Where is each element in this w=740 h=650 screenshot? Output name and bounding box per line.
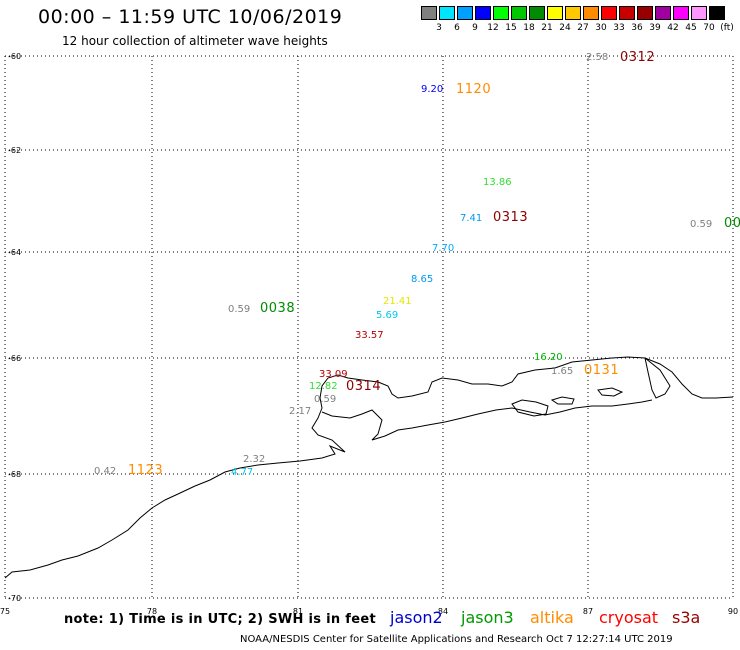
wave-height-value: 5.69	[376, 310, 398, 321]
satellite-legend-item: s3a	[672, 608, 701, 627]
island-outline-1	[511, 399, 549, 417]
scale-swatch	[529, 6, 545, 20]
scale-swatch	[511, 6, 527, 20]
satellite-legend-item: cryosat	[599, 608, 659, 627]
pass-time-label: 0313	[493, 210, 528, 225]
map-subtitle: 12 hour collection of altimeter wave hei…	[62, 34, 328, 48]
lat-label: -66	[8, 354, 21, 363]
lat-label: -70	[8, 594, 21, 603]
lat-label: -64	[8, 248, 21, 257]
scale-swatch	[673, 6, 689, 20]
wave-height-value: 13.86	[483, 177, 512, 188]
lon-label: 90	[728, 607, 738, 616]
scale-tick-label: 45	[685, 23, 697, 33]
scale-swatch	[583, 6, 599, 20]
scale-tick-label: 27	[577, 23, 589, 33]
scale-tick-label: 18	[523, 23, 535, 33]
lon-label: 78	[147, 607, 157, 616]
scale-swatch	[637, 6, 653, 20]
wave-height-value: 7.70	[432, 243, 454, 254]
scale-tick-label: 15	[505, 23, 517, 33]
wave-height-value: 0.59	[690, 219, 712, 230]
lon-label: 84	[438, 607, 448, 616]
scale-tick-label: 36	[631, 23, 643, 33]
pass-time-label: 0312	[620, 50, 655, 65]
scale-tick-label: 30	[595, 23, 607, 33]
scale-tick-label: 39	[649, 23, 661, 33]
scale-swatch	[475, 6, 491, 20]
satellite-legend-item: jason2	[390, 608, 443, 627]
wave-height-value: 8.65	[411, 274, 433, 285]
scale-swatch	[457, 6, 473, 20]
satellite-legend-item: jason3	[461, 608, 514, 627]
scale-tick-label: 42	[667, 23, 679, 33]
scale-swatch	[421, 6, 437, 20]
scale-swatch	[439, 6, 455, 20]
pass-time-label: 1123	[128, 463, 163, 478]
lon-label: 81	[293, 607, 303, 616]
scale-swatch	[601, 6, 617, 20]
wave-height-value: 1.65	[551, 366, 573, 377]
scale-swatch	[709, 6, 725, 20]
scale-tick-label: 70	[703, 23, 715, 33]
coastline	[4, 356, 734, 579]
island-outline-3	[597, 387, 624, 397]
satellite-legend-item: altika	[530, 608, 574, 627]
wave-height-value: 0.59	[228, 304, 250, 315]
pass-time-label: 0131	[584, 363, 619, 378]
scale-swatch	[565, 6, 581, 20]
scale-tick-label: 12	[487, 23, 499, 33]
lat-label: -68	[8, 470, 21, 479]
scale-swatch	[493, 6, 509, 20]
scale-tick-label: 6	[454, 23, 460, 33]
lat-label: -62	[8, 146, 21, 155]
wave-height-value: 16.20	[534, 352, 563, 363]
wave-height-value: 0.59	[314, 394, 336, 405]
lon-label: 75	[0, 607, 10, 616]
observation-labels: 2.58 0312 9.20 1120 13.86 7.41 0313 0.59 00 7.70 8…	[94, 50, 740, 478]
lon-label: 87	[583, 607, 593, 616]
wave-height-value: 0.42	[94, 466, 116, 477]
scale-swatch	[655, 6, 671, 20]
wave-height-value: 7.41	[460, 213, 482, 224]
scale-swatch	[619, 6, 635, 20]
axis-labels: -60 -62 -64 -66 -68 -70 75 78 81 84 87 90	[0, 52, 738, 616]
scale-tick-label: 3	[436, 23, 442, 33]
credit-line: NOAA/NESDIS Center for Satellite Applica…	[240, 634, 673, 645]
wave-height-value: 2.32	[243, 454, 265, 465]
scale-tick-label: 24	[559, 23, 571, 33]
wave-height-value: 21.41	[383, 296, 412, 307]
pass-time-label: 00	[724, 216, 740, 231]
wave-height-value: 33.09	[319, 369, 348, 380]
scale-tick-label: 33	[613, 23, 625, 33]
wave-height-value: 2.17	[289, 406, 311, 417]
pass-time-label: 0038	[260, 301, 295, 316]
units-note: note: 1) Time is in UTC; 2) SWH is in fe…	[64, 612, 376, 627]
scale-tick-label: (ft)	[720, 23, 734, 33]
pass-time-label: 0314	[346, 379, 381, 394]
wave-height-value: 12.82	[309, 381, 338, 392]
scale-tick-label: 9	[472, 23, 478, 33]
scale-swatch	[691, 6, 707, 20]
lat-lon-grid	[4, 55, 734, 599]
scale-swatch	[547, 6, 563, 20]
pass-time-label: 1120	[456, 82, 491, 97]
wave-height-value: 4.77	[231, 467, 253, 478]
map-title: 00:00 – 11:59 UTC 10/06/2019	[38, 6, 343, 28]
scale-tick-label: 21	[541, 23, 553, 33]
wave-height-value: 2.58	[586, 52, 608, 63]
wave-height-value: 33.57	[355, 330, 384, 341]
lat-label: -60	[8, 52, 21, 61]
wave-height-value: 9.20	[421, 84, 443, 95]
island-outline-2	[550, 396, 575, 405]
